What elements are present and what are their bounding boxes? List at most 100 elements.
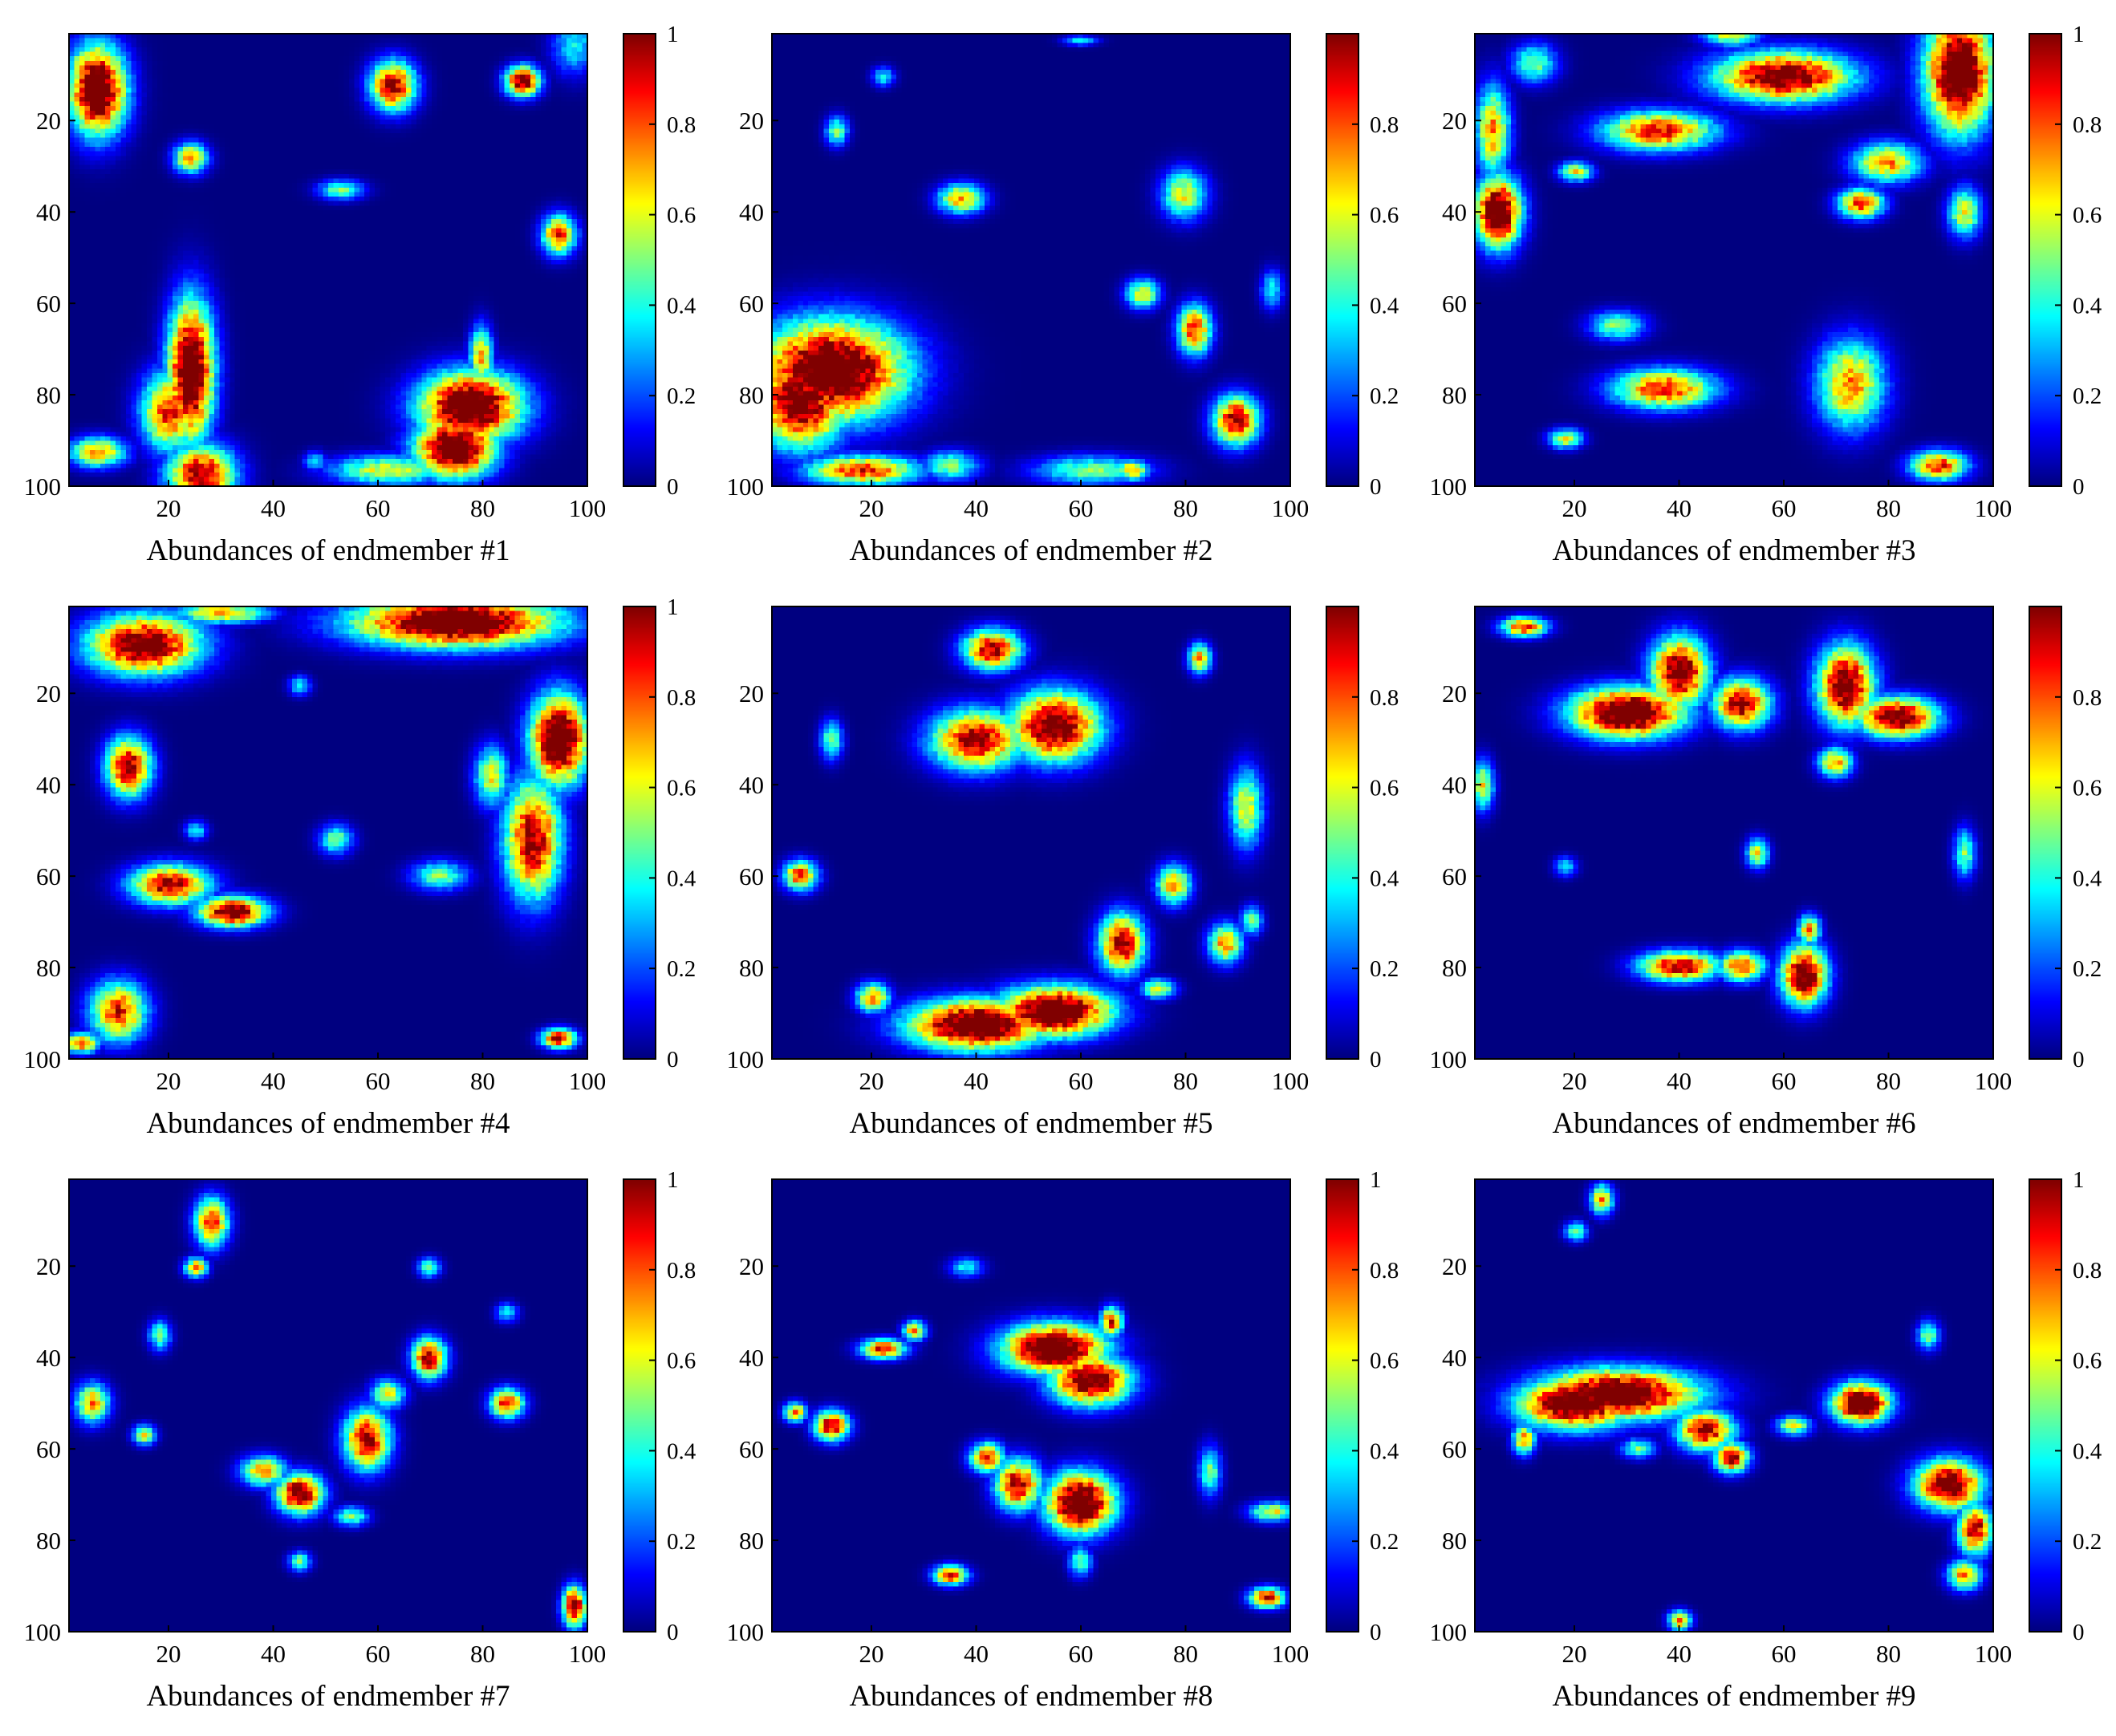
x-tick-label: 40 (261, 1640, 286, 1668)
plot-frame (771, 33, 1291, 487)
y-tick-label: 20 (1442, 107, 1467, 135)
colorbar-tick-label: 1 (667, 594, 679, 620)
x-tick-label: 100 (1975, 494, 2012, 522)
colorbar-tick-label: 0.2 (2073, 956, 2102, 982)
x-tick-label: 60 (365, 1640, 390, 1668)
x-tick-label: 80 (1876, 1067, 1901, 1095)
panel-caption: Abundances of endmember #9 (1552, 1680, 1915, 1713)
colorbar-tick-label: 0.6 (1370, 203, 1399, 229)
y-tick-label: 20 (1442, 1252, 1467, 1280)
x-tick-label: 80 (1173, 1640, 1198, 1668)
x-tick-label: 60 (1771, 1067, 1796, 1095)
y-tick-label: 20 (739, 679, 764, 708)
y-tick-label: 80 (36, 381, 61, 409)
y-tick-label: 20 (739, 107, 764, 135)
colorbar-tick-label: 0.8 (667, 1258, 696, 1284)
panel-caption: Abundances of endmember #6 (1552, 1107, 1915, 1140)
x-tick-label: 20 (156, 1067, 181, 1095)
plot-frame (68, 33, 588, 487)
y-tick-label: 20 (36, 107, 61, 135)
colorbar-tick-label: 1 (2073, 22, 2085, 47)
colorbar (623, 606, 656, 1059)
y-tick-label: 40 (1442, 1344, 1467, 1372)
x-tick-label: 80 (1876, 494, 1901, 522)
plot-frame (771, 1178, 1291, 1633)
colorbar-tick-label: 0.8 (667, 112, 696, 138)
y-tick-label: 40 (739, 771, 764, 799)
y-tick-label: 60 (739, 290, 764, 318)
plot-frame (1474, 1178, 1994, 1633)
y-tick-label: 80 (1442, 954, 1467, 982)
colorbar-frame (1326, 606, 1359, 1060)
y-tick-label: 80 (739, 381, 764, 409)
colorbar-tick-label: 0.4 (1370, 293, 1399, 318)
y-tick-label: 100 (727, 473, 765, 501)
x-tick-label: 100 (569, 1067, 607, 1095)
plot-frame (68, 606, 588, 1060)
y-tick-label: 100 (24, 1618, 62, 1646)
colorbar-tick-label: 0.4 (1370, 1438, 1399, 1464)
colorbar-tick-label: 0.4 (667, 293, 697, 318)
y-tick-label: 60 (1442, 290, 1467, 318)
x-tick-label: 20 (859, 1067, 883, 1095)
colorbar-tick-label: 0.8 (2073, 1258, 2102, 1284)
x-tick-label: 80 (470, 1640, 495, 1668)
y-tick-label: 80 (1442, 381, 1467, 409)
y-tick-label: 60 (739, 862, 764, 890)
colorbar (1326, 606, 1359, 1059)
colorbar-tick-label: 0.4 (2073, 293, 2102, 318)
y-tick-label: 100 (727, 1045, 765, 1073)
heatmap-image (1475, 606, 1993, 1059)
colorbar-tick-label: 0.2 (2073, 383, 2102, 409)
plot-frame (68, 1178, 588, 1633)
x-tick-label: 60 (1771, 494, 1796, 522)
colorbar-frame (1326, 1178, 1359, 1633)
x-tick-label: 100 (1975, 1640, 2012, 1668)
x-tick-label: 80 (1173, 494, 1198, 522)
x-tick-label: 60 (1771, 1640, 1796, 1668)
y-tick-label: 20 (739, 1252, 764, 1280)
colorbar-tick-label: 0 (2073, 474, 2085, 500)
colorbar-tick-label: 0.6 (2073, 776, 2102, 801)
colorbar (2029, 606, 2061, 1059)
y-tick-label: 20 (1442, 679, 1467, 708)
colorbar-tick-label: 0.4 (667, 1438, 697, 1464)
x-tick-label: 80 (470, 494, 495, 522)
panel-caption: Abundances of endmember #2 (849, 534, 1212, 567)
colorbar-tick-label: 1 (1370, 1167, 1382, 1193)
y-tick-label: 100 (1430, 1045, 1468, 1073)
plot-frame (771, 606, 1291, 1060)
colorbar-tick-label: 0 (1370, 474, 1382, 500)
x-tick-label: 20 (859, 1640, 883, 1668)
colorbar-tick-label: 1 (667, 22, 679, 47)
y-tick-label: 100 (727, 1618, 765, 1646)
x-tick-label: 100 (1272, 494, 1310, 522)
colorbar-tick-label: 0.2 (667, 383, 696, 409)
x-tick-label: 20 (156, 1640, 181, 1668)
x-tick-label: 100 (1272, 1640, 1310, 1668)
colorbar-tick-label: 0 (667, 474, 679, 500)
colorbar (2029, 1179, 2061, 1632)
y-tick-label: 60 (36, 1435, 61, 1463)
colorbar-tick-label: 0.8 (1370, 1258, 1399, 1284)
x-tick-label: 60 (1068, 1640, 1093, 1668)
colorbar-tick-label: 0.8 (1370, 112, 1399, 138)
colorbar-tick-label: 0.6 (667, 776, 696, 801)
colorbar-tick-label: 0.6 (1370, 1349, 1399, 1374)
y-tick-label: 60 (36, 862, 61, 890)
panel-caption: Abundances of endmember #3 (1552, 534, 1915, 567)
y-tick-label: 80 (739, 954, 764, 982)
colorbar-tick-label: 0.8 (667, 685, 696, 711)
y-tick-label: 40 (1442, 771, 1467, 799)
x-tick-label: 40 (964, 1067, 989, 1095)
x-tick-label: 20 (1562, 494, 1586, 522)
x-tick-label: 80 (1876, 1640, 1901, 1668)
y-tick-label: 80 (36, 954, 61, 982)
colorbar-tick-label: 0.6 (2073, 203, 2102, 229)
x-tick-label: 100 (1272, 1067, 1310, 1095)
x-tick-label: 40 (1667, 1640, 1692, 1668)
